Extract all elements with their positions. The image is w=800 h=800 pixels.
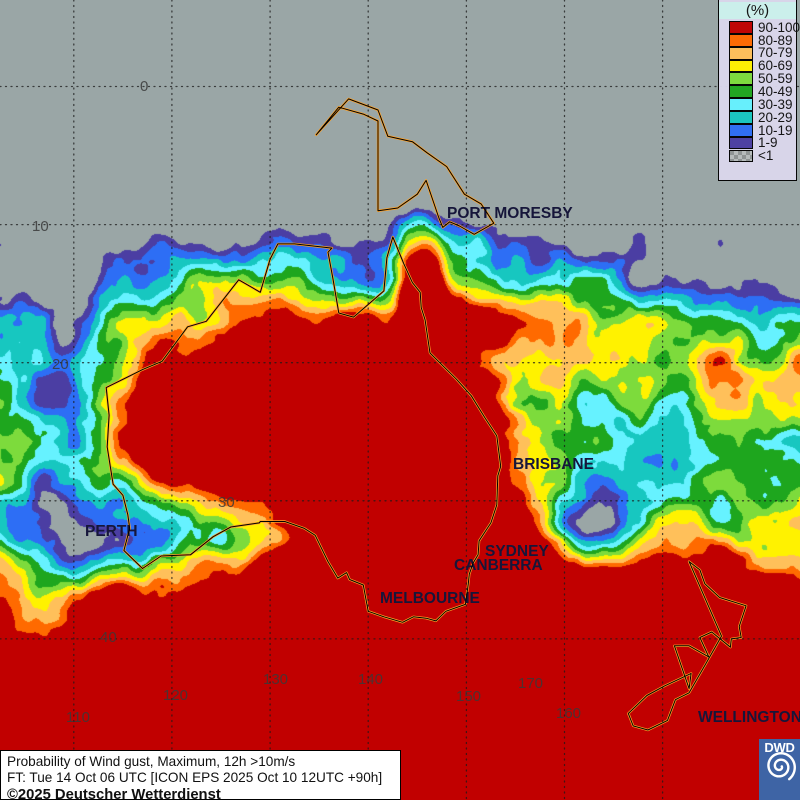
- svg-text:30: 30: [218, 494, 235, 511]
- svg-text:160: 160: [556, 705, 581, 722]
- svg-text:110: 110: [66, 709, 90, 726]
- svg-text:CANBERRA: CANBERRA: [454, 557, 543, 574]
- svg-text:20: 20: [52, 356, 69, 373]
- svg-text:130: 130: [263, 671, 288, 688]
- svg-text:170: 170: [518, 675, 543, 692]
- svg-text:140: 140: [358, 671, 383, 688]
- svg-text:0: 0: [140, 78, 148, 95]
- svg-text:BRISBANE: BRISBANE: [513, 456, 594, 473]
- svg-text:40: 40: [100, 629, 117, 646]
- svg-text:120: 120: [163, 687, 188, 704]
- svg-text:150: 150: [456, 688, 481, 705]
- svg-text:WELLINGTON: WELLINGTON: [698, 709, 800, 726]
- svg-text:PORT MORESBY: PORT MORESBY: [447, 205, 573, 222]
- svg-text:10: 10: [32, 218, 49, 235]
